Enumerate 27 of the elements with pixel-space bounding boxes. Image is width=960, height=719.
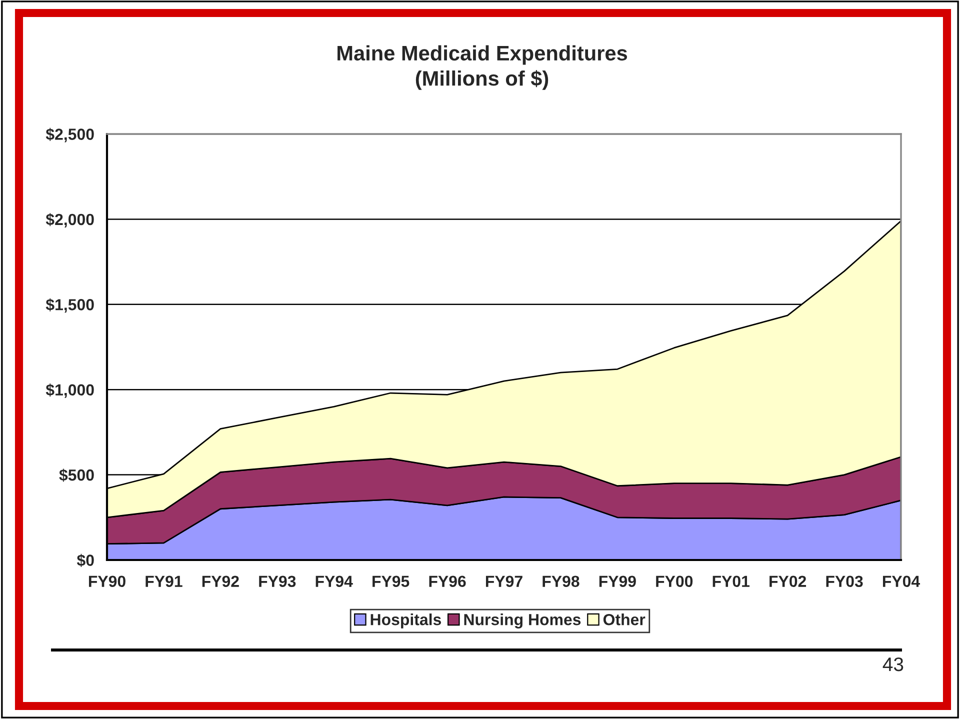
y-tick-label: $2,500: [46, 128, 94, 142]
x-tick-label: FY02: [770, 576, 806, 588]
x-tick-label: FY92: [202, 576, 239, 588]
y-tick-label: $1,500: [46, 298, 94, 313]
y-tick-label: $500: [59, 468, 94, 482]
x-tick-label: FY00: [656, 576, 693, 588]
y-tick-label: $2,000: [46, 213, 94, 228]
legend-label: Other: [603, 614, 646, 626]
chart-title: Maine Medicaid Expenditures: [338, 45, 628, 65]
x-tick-label: FY97: [486, 576, 522, 588]
y-tick-label: $0: [76, 554, 94, 567]
x-tick-label: FY03: [826, 576, 863, 588]
x-tick-label: FY94: [316, 576, 353, 588]
chart-subtitle: (Millions of $): [416, 70, 548, 90]
x-tick-label: FY93: [259, 576, 296, 588]
x-tick-label: FY90: [88, 576, 126, 588]
x-tick-label: FY01: [712, 576, 750, 588]
x-tick-label: FY91: [146, 576, 182, 588]
x-tick-label: FY98: [542, 576, 580, 588]
legend-label: Hospitals: [370, 614, 442, 628]
text: 43: [882, 657, 904, 672]
x-tick-label: FY99: [599, 576, 636, 588]
x-tick-label: FY95: [372, 576, 410, 588]
legend-label: Nursing Homes: [464, 614, 581, 628]
x-tick-label: FY96: [429, 576, 466, 588]
y-tick-label: $1,000: [46, 384, 94, 398]
x-tick-label: FY04: [882, 576, 920, 588]
